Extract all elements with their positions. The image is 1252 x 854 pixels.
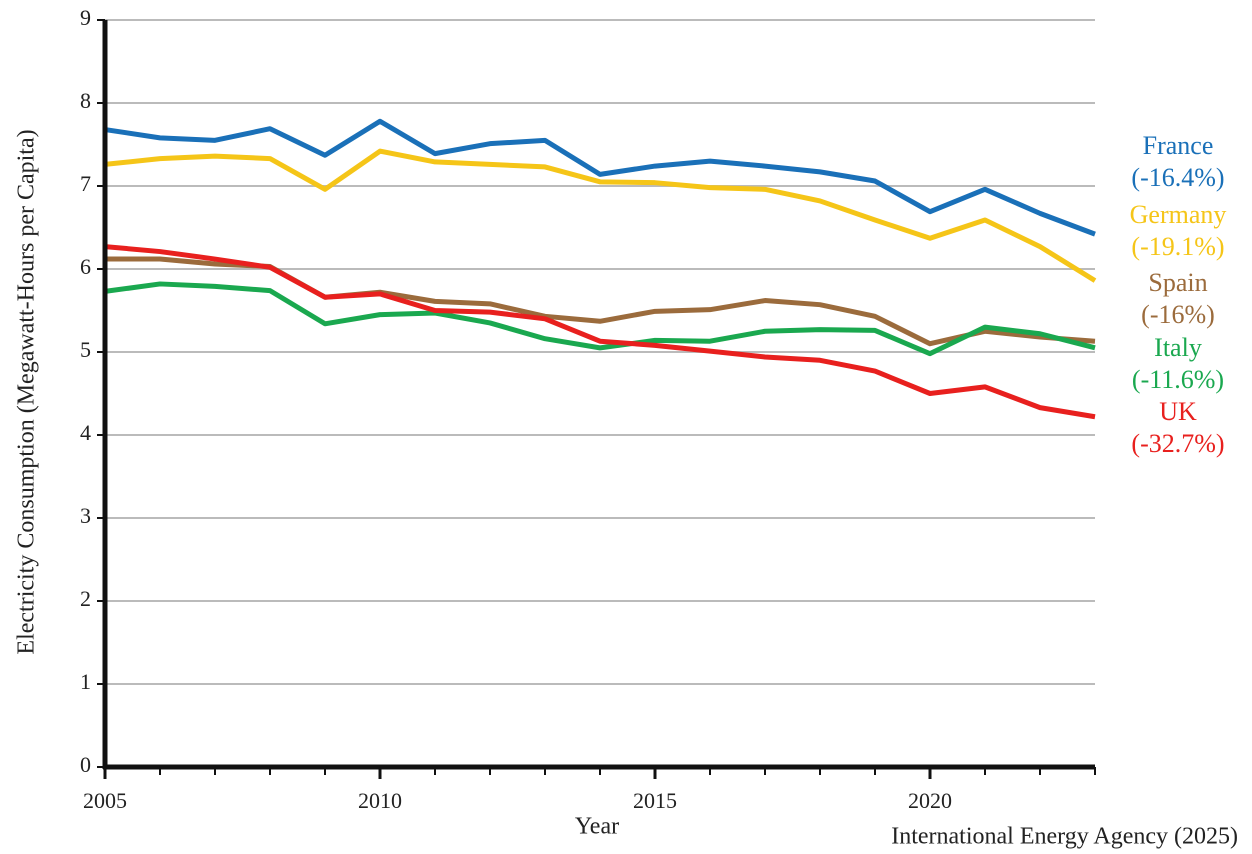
x-tick-label: 2010 bbox=[358, 788, 402, 813]
y-tick-label: 9 bbox=[80, 5, 91, 30]
line bbox=[105, 256, 1096, 347]
legend-label: Italy bbox=[1154, 333, 1202, 362]
y-tick-label: 4 bbox=[80, 420, 91, 445]
legend-change: (-11.6%) bbox=[1132, 365, 1224, 394]
y-axis-label: Electricity Consumption (Megawatt-Hours … bbox=[14, 129, 40, 654]
y-tick-label: 6 bbox=[80, 254, 91, 279]
y-tick-label: 2 bbox=[80, 586, 91, 611]
legend-label: Spain bbox=[1148, 268, 1207, 297]
line bbox=[104, 281, 1096, 357]
legend-change: (-19.1%) bbox=[1131, 232, 1224, 261]
x-tick-label: 2020 bbox=[908, 788, 952, 813]
y-tick-label: 7 bbox=[80, 171, 91, 196]
y-tick-label: 0 bbox=[80, 752, 91, 777]
legend-label: UK bbox=[1159, 397, 1197, 426]
legend-label: France bbox=[1143, 131, 1214, 160]
x-tick-label: 2015 bbox=[633, 788, 677, 813]
y-tick-label: 5 bbox=[80, 337, 91, 362]
legend-label: Germany bbox=[1130, 200, 1227, 229]
legend-change: (-16.4%) bbox=[1131, 163, 1224, 192]
x-axis-label: Year bbox=[575, 814, 619, 840]
legend-change: (-16%) bbox=[1141, 300, 1215, 329]
y-tick-label: 3 bbox=[80, 503, 91, 528]
y-tick-label: 8 bbox=[80, 88, 91, 113]
x-tick-label: 2005 bbox=[83, 788, 127, 813]
line bbox=[104, 148, 1097, 283]
line bbox=[104, 118, 1096, 237]
source: International Energy Agency (2025) bbox=[891, 824, 1238, 850]
line bbox=[104, 244, 1096, 420]
y-tick-label: 1 bbox=[80, 669, 91, 694]
legend-change: (-32.7%) bbox=[1131, 429, 1224, 458]
